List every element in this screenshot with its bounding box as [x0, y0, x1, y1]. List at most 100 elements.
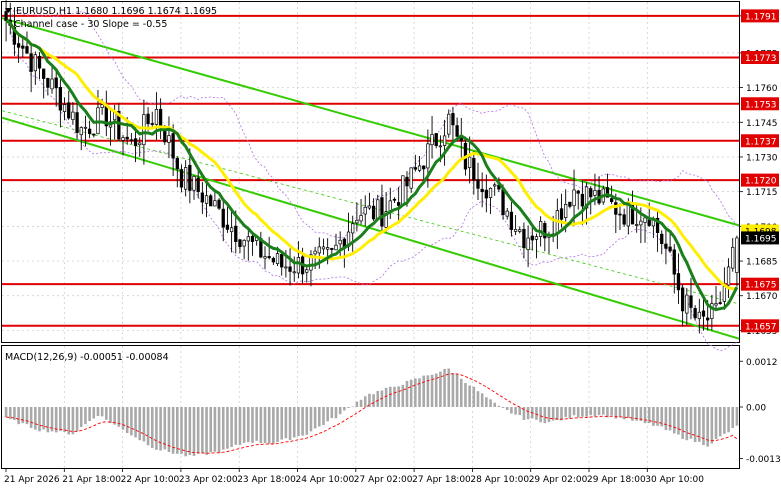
candle-bear — [29, 53, 33, 72]
level-price-tag — [741, 51, 779, 65]
candle-bull — [192, 176, 196, 191]
candle-bear — [54, 77, 58, 89]
macd-histogram-bar — [455, 374, 459, 407]
macd-histogram-bar — [710, 407, 714, 444]
macd-histogram-bar — [267, 407, 271, 444]
candle-bear — [158, 108, 163, 127]
candle-bear — [217, 199, 221, 209]
price-tick-label: 1.1745 — [746, 119, 778, 129]
macd-histogram-bar — [171, 407, 175, 454]
macd-histogram-bar — [597, 407, 601, 416]
macd-histogram-bar — [155, 407, 158, 450]
macd-histogram-bar — [647, 407, 651, 424]
macd-histogram-bar — [88, 407, 91, 422]
macd-histogram-bar — [622, 407, 626, 420]
macd-histogram-bar — [518, 407, 522, 416]
candle-bear — [371, 205, 376, 220]
candle-bear — [392, 198, 397, 201]
candle-bear — [706, 317, 710, 321]
candle-bull — [493, 184, 497, 187]
macd-histogram-bar — [276, 407, 279, 442]
candle-bull — [246, 236, 250, 242]
level-price-tag-label: 1.1720 — [745, 177, 777, 187]
candle-bear — [701, 310, 706, 317]
candle-bear — [75, 112, 79, 133]
macd-axis: 0.0012 0.00 -0.00135 — [740, 358, 781, 465]
candle-bull — [538, 221, 543, 237]
time-tick-label: 22 Apr 10:00 — [121, 475, 180, 485]
macd-histogram-bar — [322, 407, 325, 426]
candle-bear — [668, 246, 672, 252]
candle-bull — [367, 205, 372, 209]
macd-histogram-bar — [459, 378, 463, 407]
macd-tick-label: 0.0012 — [746, 358, 778, 368]
candle-bear — [484, 189, 488, 199]
macd-histogram-bar — [92, 407, 96, 419]
macd-histogram-bar — [635, 407, 638, 421]
macd-histogram-bar — [397, 386, 400, 407]
candle-bear — [234, 225, 238, 242]
macd-histogram-bar — [510, 407, 513, 414]
candle-bear — [434, 133, 438, 146]
macd-histogram-bar — [485, 397, 488, 407]
macd-histogram-bar — [359, 399, 363, 407]
candle-bear — [618, 213, 622, 216]
channel-upper-line — [1, 17, 740, 227]
candle-bull — [467, 156, 472, 168]
macd-histogram-bar — [372, 394, 375, 407]
macd-histogram-bar — [430, 374, 434, 407]
macd-histogram-bar — [610, 407, 613, 416]
macd-histogram-bar — [347, 407, 350, 408]
macd-histogram-bar — [384, 387, 388, 407]
candle-bear — [58, 87, 63, 111]
macd-histogram-bar — [217, 407, 221, 453]
macd-histogram-bar — [46, 407, 50, 433]
candle-bull — [338, 239, 342, 245]
triangle-down-icon[interactable] — [5, 8, 12, 13]
macd-histogram-bar — [54, 407, 58, 433]
candle-bear — [689, 295, 693, 308]
candle-bull — [384, 211, 388, 228]
candle-bear — [609, 198, 614, 203]
macd-histogram-bar — [468, 385, 471, 407]
candle-bull — [534, 236, 539, 240]
macd-histogram-bar — [201, 407, 204, 454]
candle-bull — [409, 167, 413, 189]
candle-bull — [430, 134, 434, 146]
macd-histogram-bar — [501, 407, 505, 408]
level-price-tag-label: 1.1753 — [745, 100, 777, 110]
time-tick-label: 28 Apr 10:00 — [470, 475, 529, 485]
macd-histogram-bar — [105, 407, 108, 420]
candle-bear — [171, 133, 175, 159]
macd-histogram-bar — [464, 383, 467, 407]
macd-histogram-bar — [34, 407, 37, 430]
candle-bear — [221, 208, 225, 228]
candle-bear — [200, 192, 205, 203]
candle-bear — [480, 188, 484, 193]
macd-tick-label: -0.00135 — [746, 455, 781, 465]
macd-histogram-bar — [163, 407, 167, 450]
macd-histogram-bar — [606, 407, 609, 418]
current-price-tag — [741, 231, 779, 245]
price-tick-label: 1.1715 — [746, 188, 778, 198]
macd-histogram-bar — [368, 393, 371, 407]
macd-histogram-bar — [100, 407, 104, 417]
macd-histogram-bar — [409, 379, 413, 407]
macd-histogram-bar — [363, 396, 367, 407]
macd-histogram-bar — [418, 378, 421, 407]
candle-bear — [146, 113, 150, 125]
candle-bull — [292, 271, 296, 274]
candle-bear — [580, 193, 585, 207]
macd-histogram-bar — [443, 368, 446, 407]
macd-histogram-bar — [255, 407, 258, 441]
macd-histogram-bar — [505, 407, 509, 410]
macd-histogram-bar — [514, 407, 517, 415]
macd-histogram-bar — [50, 407, 54, 432]
candle-bull — [138, 142, 142, 146]
time-tick-label: 27 Apr 18:00 — [412, 475, 471, 485]
macd-histogram-bar — [685, 407, 689, 441]
candle-bull — [284, 266, 288, 269]
macd-signal-line — [6, 373, 738, 454]
macd-histogram-bar — [343, 407, 346, 411]
price-axis: 1.17911.17751.17601.17451.17301.17151.17… — [740, 9, 779, 337]
